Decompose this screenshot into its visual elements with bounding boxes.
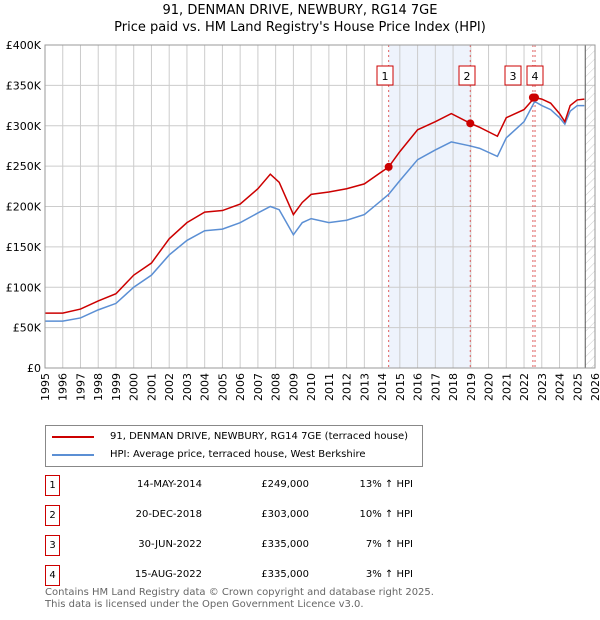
y-tick-label: £150K <box>6 241 42 254</box>
footer-line: Contains HM Land Registry data © Crown c… <box>45 587 434 598</box>
sale-row: 2 20-DEC-2018 £303,000 10% ↑ HPI <box>45 505 465 526</box>
x-tick-label: 2023 <box>536 373 549 401</box>
sale-date: 20-DEC-2018 <box>135 509 202 520</box>
x-tick-label: 1999 <box>110 373 123 401</box>
sale-hpi-diff: 7% ↑ HPI <box>365 539 413 550</box>
x-tick-label: 2015 <box>394 373 407 401</box>
sale-hpi-diff: 3% ↑ HPI <box>365 569 413 580</box>
sale-date: 30-JUN-2022 <box>138 539 202 550</box>
y-tick-label: £0 <box>27 362 41 375</box>
legend-item-hpi: HPI: Average price, terraced house, West… <box>46 448 366 461</box>
sale-price: £335,000 <box>261 539 309 550</box>
sale-price: £249,000 <box>261 479 309 490</box>
x-tick-label: 2016 <box>412 373 425 401</box>
plot-frame <box>44 44 596 369</box>
sale-marker-box: 1 <box>45 475 60 496</box>
sale-date: 14-MAY-2014 <box>136 479 202 490</box>
sale-marker-box: 4 <box>45 565 60 586</box>
x-tick-label: 2017 <box>429 373 442 401</box>
price-chart: 1995 1996 1997 1998 1999 2000 2001 2002 2003 2004… <box>6 39 600 401</box>
sale-hpi-diff: 13% ↑ HPI <box>359 479 413 490</box>
y-tick-label: £350K <box>6 79 42 92</box>
footer-line: This data is licensed under the Open Gov… <box>45 599 364 610</box>
x-tick-label: 2002 <box>163 373 176 401</box>
sale-row: 4 15-AUG-2022 £335,000 3% ↑ HPI <box>45 565 465 586</box>
sale-price: £335,000 <box>261 569 309 580</box>
x-tick-label: 1995 <box>39 373 52 401</box>
x-tick-label: 2025 <box>571 373 584 401</box>
x-tick-label: 2021 <box>500 373 513 401</box>
x-tick-label: 2012 <box>341 373 354 401</box>
y-tick-label: £250K <box>6 160 42 173</box>
x-tick-label: 1998 <box>92 373 105 401</box>
series-line <box>45 96 585 314</box>
sale-label: 4 <box>532 70 539 83</box>
sale-label: 1 <box>382 70 389 83</box>
y-tick-label: £50K <box>13 322 42 335</box>
x-tick-label: 2004 <box>199 373 212 401</box>
x-tick-label: 2024 <box>554 373 567 401</box>
x-tick-label: 1997 <box>74 373 87 401</box>
x-tick-label: 2008 <box>270 373 283 401</box>
sale-marker-box: 2 <box>45 505 60 526</box>
x-tick-label: 2007 <box>252 373 265 401</box>
sale-price: £303,000 <box>261 509 309 520</box>
sale-marker-box: 3 <box>45 535 60 556</box>
x-tick-label: 2003 <box>181 373 194 401</box>
sale-row: 3 30-JUN-2022 £335,000 7% ↑ HPI <box>45 535 465 556</box>
x-tick-label: 1996 <box>57 373 70 401</box>
x-tick-label: 2022 <box>518 373 531 401</box>
sale-label-box <box>458 65 476 86</box>
sale-label: 3 <box>510 70 517 83</box>
footer: Contains HM Land Registry data © Crown c… <box>45 587 434 611</box>
x-tick-label: 2000 <box>128 373 141 401</box>
sale-label-box <box>526 65 544 86</box>
sale-point <box>384 162 393 171</box>
series-line <box>45 100 585 322</box>
chart-subtitle: Price paid vs. HM Land Registry's House … <box>114 20 486 35</box>
x-tick-label: 2014 <box>376 373 389 401</box>
sale-point <box>466 119 475 128</box>
x-tick-label: 2020 <box>483 373 496 401</box>
legend-label: HPI: Average price, terraced house, West… <box>110 449 366 460</box>
legend-label: 91, DENMAN DRIVE, NEWBURY, RG14 7GE (ter… <box>110 431 409 442</box>
chart-title: 91, DENMAN DRIVE, NEWBURY, RG14 7GE <box>162 3 438 18</box>
x-tick-label: 2026 <box>589 373 600 401</box>
y-tick-label: £200K <box>6 201 42 214</box>
sale-row: 1 14-MAY-2014 £249,000 13% ↑ HPI <box>45 475 465 496</box>
x-tick-label: 2011 <box>323 373 336 401</box>
x-tick-label: 2010 <box>305 373 318 401</box>
y-tick-label: £400K <box>6 39 42 52</box>
legend: 91, DENMAN DRIVE, NEWBURY, RG14 7GE (ter… <box>45 425 423 467</box>
x-tick-label: 2001 <box>145 373 158 401</box>
sale-point <box>531 93 540 102</box>
legend-item-property: 91, DENMAN DRIVE, NEWBURY, RG14 7GE (ter… <box>46 430 408 443</box>
y-tick-label: £300K <box>6 120 42 133</box>
sale-label-box <box>504 65 522 86</box>
x-tick-label: 2006 <box>234 373 247 401</box>
x-tick-label: 2013 <box>358 373 371 401</box>
sale-label: 2 <box>464 70 471 83</box>
x-tick-label: 2018 <box>447 373 460 401</box>
x-tick-label: 2019 <box>465 373 478 401</box>
x-tick-label: 2005 <box>216 373 229 401</box>
sale-label-box <box>376 65 394 86</box>
sale-hpi-diff: 10% ↑ HPI <box>359 509 413 520</box>
y-tick-label: £100K <box>6 281 42 294</box>
x-tick-label: 2009 <box>287 373 300 401</box>
sale-date: 15-AUG-2022 <box>134 569 202 580</box>
